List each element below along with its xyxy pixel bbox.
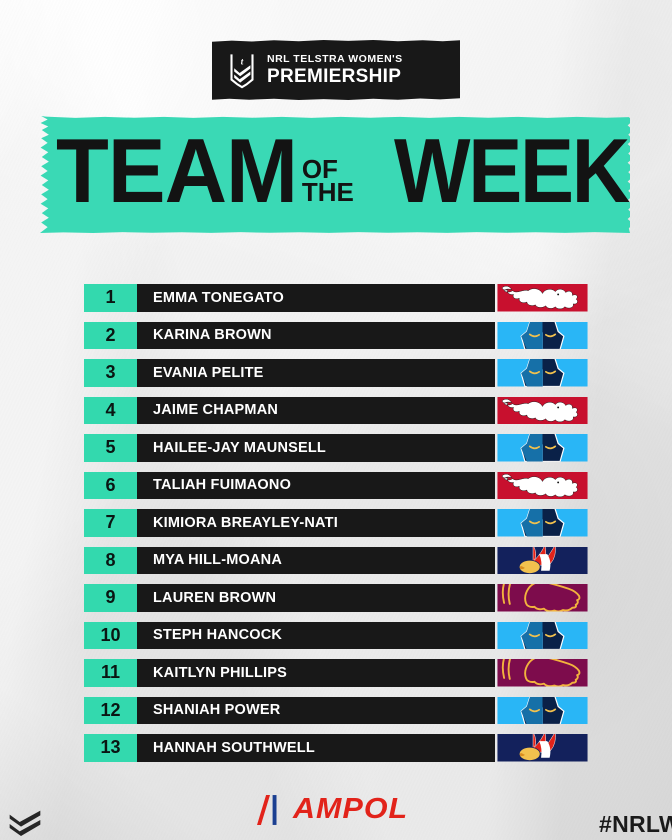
svg-text:t: t xyxy=(241,57,244,67)
